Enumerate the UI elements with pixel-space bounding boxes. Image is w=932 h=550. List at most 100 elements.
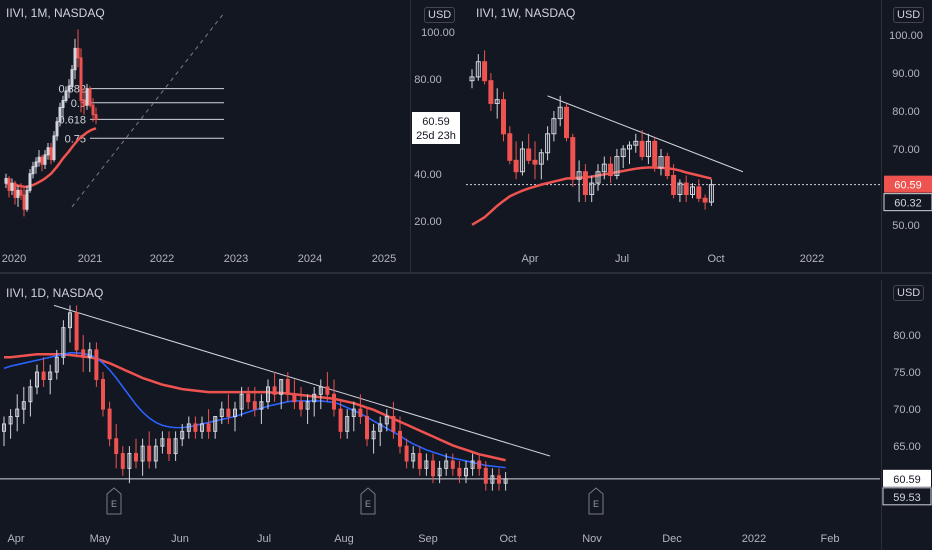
daily-candle [2,423,6,432]
monthly-y-tick-label: 20.00 [414,216,442,228]
daily-x-tick-label: May [90,533,111,545]
daily-candle [351,408,356,418]
weekly-candle [532,159,538,165]
daily-candle [417,453,422,469]
weekly-candle [639,140,645,158]
monthly-candle [58,107,62,123]
weekly-price-tag: 60.59 [894,180,922,192]
monthly-x-tick-label: 2024 [298,253,322,265]
monthly-candle [88,88,92,106]
weekly-y-top-label: 100.00 [889,30,923,42]
monthly-x-tick-label: 2022 [150,253,174,265]
monthly-usd-badge[interactable]: USD [424,7,456,23]
daily-candle [41,371,46,380]
daily-candle [497,475,501,484]
daily-candle [233,408,237,418]
daily-candle [239,393,244,410]
monthly-trendline [71,11,226,208]
daily-price-tag-bg [883,469,931,487]
monthly-candle [67,85,71,92]
monthly-candle [40,156,44,165]
monthly-candle [64,90,68,101]
daily-candle [35,371,39,388]
daily-candle [8,416,13,425]
daily-second-tag-bg [882,487,932,506]
monthly-candle [22,194,26,210]
monthly-candle [25,189,29,210]
weekly-candle [614,156,620,177]
monthly-candle [37,156,41,163]
daily-candle [74,312,79,351]
monthly-x-tick-label: 2021 [78,253,102,265]
weekly-usd-badge[interactable]: USD [893,7,925,23]
daily-candle [28,386,33,403]
daily-chart-svg[interactable]: Apr May Jun Jul Aug Sep Oct Nov Dec 2022 Feb E E E 65.… [0,280,932,550]
weekly-x-tick-label: 2022 [800,253,824,265]
weekly-chart-title: IIVI, 1W, NASDAQ [476,6,576,20]
daily-candle [246,393,251,403]
weekly-candle [469,76,475,82]
panel-divider-horizontal [0,272,932,274]
weekly-candle [595,171,601,184]
daily-y-tick-label: 75.00 [893,367,921,379]
daily-candle [114,438,119,455]
monthly-price-tag: 60.59 [422,116,450,128]
monthly-candle [55,121,59,137]
monthly-candle [91,104,95,116]
weekly-candle [671,175,677,195]
daily-candle [279,378,284,395]
monthly-candle [61,99,65,109]
weekly-y-tick-label: 90.00 [892,68,920,80]
daily-candle [318,386,323,395]
daily-candle [107,408,112,440]
monthly-candle [70,69,74,87]
daily-candle [358,408,363,418]
weekly-candle [475,61,481,78]
panel-divider-vertical-daily [881,280,882,550]
weekly-candle [507,133,513,161]
monthly-candle [82,99,86,106]
weekly-chart-svg[interactable]: AprJulOct202250.0060.0070.0080.0090.0010… [466,0,932,272]
daily-candle [81,349,86,358]
weekly-candle [696,186,702,199]
daily-candle [226,408,231,418]
monthly-chart-panel[interactable]: 2020 2021 2022 2023 2024 2025 0.382 0.5 0.618 0.7… [0,0,410,272]
weekly-candle [545,133,551,154]
monthly-candle [31,166,35,175]
daily-candle [398,430,402,447]
daily-candle [61,327,66,358]
daily-candle [15,408,20,418]
daily-chart-panel[interactable]: Apr May Jun Jul Aug Sep Oct Nov Dec 2022 Feb E E E 65.… [0,280,932,550]
daily-earnings-marker [588,487,604,515]
daily-usd-badge[interactable]: USD [893,285,925,301]
weekly-candle [582,171,588,195]
monthly-candle [94,114,98,120]
monthly-x-tick-label: 2023 [224,253,248,265]
monthly-x-tick-label: 2025 [372,253,396,265]
weekly-candle [601,163,607,173]
weekly-candle [576,171,582,180]
daily-candle [94,349,99,380]
weekly-candle [519,148,525,173]
weekly-candle [664,156,670,177]
daily-candle [404,445,409,462]
monthly-chart-svg[interactable]: 2020 2021 2022 2023 2024 20250.3820.50.6180.7… [0,0,410,272]
weekly-candle [633,140,639,146]
daily-candle [325,386,330,395]
weekly-chart-panel[interactable]: AprJulOct202250.0060.0070.0080.0090.0010… [466,0,932,272]
weekly-x-tick-label: Oct [707,253,724,265]
weekly-candle [708,184,714,203]
weekly-candle [645,140,651,158]
daily-candle [503,478,508,484]
daily-candle [219,408,224,418]
daily-candle [345,416,350,432]
daily-candle [483,467,488,484]
monthly-candle [4,177,8,184]
monthly-countdown: 25d 23h [416,130,456,142]
weekly-y-tick-label: 50.00 [892,220,920,232]
weekly-second-tag-bg [883,193,932,212]
monthly-candle [76,47,80,59]
daily-x-tick-label: Feb [821,533,840,545]
monthly-candle [7,177,11,191]
